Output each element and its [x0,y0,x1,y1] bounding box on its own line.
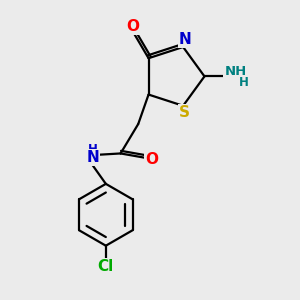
Text: NH: NH [224,65,247,79]
Text: Cl: Cl [98,259,114,274]
Text: S: S [179,105,190,120]
Text: O: O [126,19,139,34]
Text: H: H [88,142,98,155]
Text: N: N [179,32,192,47]
Text: H: H [238,76,248,89]
Text: N: N [86,150,99,165]
Text: O: O [146,152,159,167]
